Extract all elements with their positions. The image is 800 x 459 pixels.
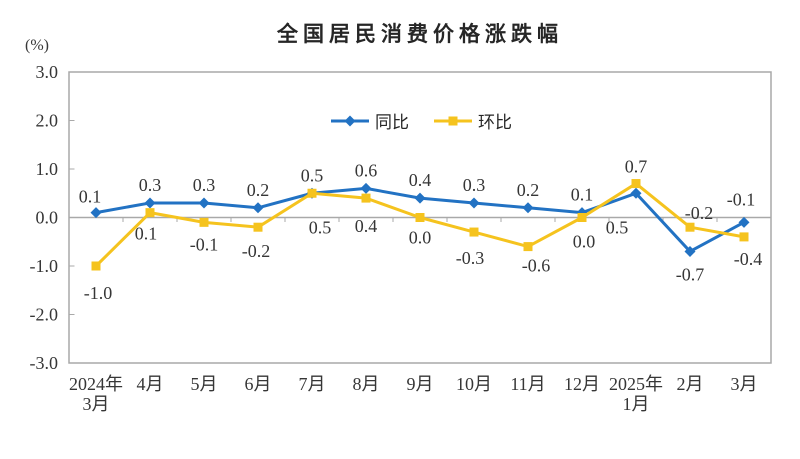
series-0-data-label: 0.1	[571, 185, 594, 205]
legend-item-tongbi: 同比	[330, 108, 409, 133]
y-axis-tick-label: 0.0	[36, 208, 59, 228]
series-1-point-marker	[469, 227, 479, 237]
series-0-data-label: 0.3	[139, 175, 162, 195]
x-axis-category-label: 2024年	[69, 374, 123, 394]
series-1-point-marker	[631, 179, 641, 189]
series-1-data-label: 0.0	[409, 228, 432, 248]
series-1-data-label: -0.3	[456, 248, 485, 268]
series-0-point-marker	[630, 187, 642, 199]
series-0-data-label: 0.3	[463, 175, 486, 195]
x-axis-category-label: 4月	[137, 374, 164, 394]
chart-title: 全国居民消费价格涨跌幅	[277, 23, 563, 46]
series-1-point-marker	[253, 222, 263, 232]
series-1-point-marker	[91, 261, 101, 271]
series-0-point-marker	[414, 192, 426, 204]
series-1-data-label: -0.2	[685, 203, 714, 223]
x-axis-category-label: 7月	[299, 374, 326, 394]
y-axis-tick-label: 2.0	[36, 111, 59, 131]
series-1-data-label: 0.0	[573, 232, 596, 252]
x-axis-category-label: 2月	[677, 374, 704, 394]
series-0-point-marker	[684, 245, 696, 257]
x-axis-category-label: 8月	[353, 374, 380, 394]
series-0-data-label: 0.1	[79, 187, 102, 207]
x-axis-category-label: 11月	[510, 374, 545, 394]
y-axis-unit-label: (%)	[25, 37, 49, 54]
x-axis-category-label: 6月	[245, 374, 272, 394]
legend-label-tongbi: 同比	[375, 113, 409, 132]
x-axis-category-label: 12月	[564, 374, 600, 394]
y-axis-tick-label: -1.0	[30, 256, 59, 276]
y-axis-tick-label: 1.0	[36, 159, 59, 179]
y-axis-tick-label: -2.0	[30, 305, 59, 325]
series-0-data-label: 0.2	[517, 180, 540, 200]
series-0-point-marker	[738, 216, 750, 228]
series-0-data-label: -0.7	[676, 264, 705, 284]
series-1-point-marker	[739, 232, 749, 242]
series-0-point-marker	[144, 197, 156, 209]
series-1-point-marker	[577, 213, 587, 222]
series-1-data-label: -0.1	[190, 234, 219, 254]
x-axis-category-label: 3月	[731, 374, 758, 394]
series-1-point-marker	[145, 208, 155, 218]
x-axis-category-label: 3月	[83, 394, 110, 414]
legend-label-huanbi: 环比	[478, 113, 512, 132]
series-0-data-label: -0.1	[727, 189, 756, 209]
series-0-data-label: 0.5	[301, 165, 324, 185]
series-1-data-label: 0.7	[625, 157, 648, 177]
series-1-data-label: -1.0	[84, 283, 113, 303]
series-1-data-label: -0.2	[242, 241, 271, 261]
series-0-point-marker	[468, 197, 480, 209]
series-0-point-marker	[252, 202, 264, 214]
x-axis-category-label: 9月	[407, 374, 434, 394]
series-1-point-marker	[523, 242, 533, 252]
x-axis-category-label: 1月	[623, 394, 650, 414]
x-axis-category-label: 2025年	[609, 374, 663, 394]
series-0-data-label: 0.5	[606, 217, 629, 237]
legend-marker-huanbi-line-square-icon	[434, 116, 472, 125]
series-0-data-label: 0.6	[355, 160, 378, 180]
series-1-point-marker	[685, 222, 695, 232]
series-0-point-marker	[522, 202, 534, 214]
series-0-point-marker	[198, 197, 210, 209]
series-1-point-marker	[415, 213, 425, 222]
series-1-data-label: -0.4	[734, 249, 763, 269]
series-1-point-marker	[199, 217, 209, 227]
chart-legend: 同比 环比	[330, 108, 512, 133]
series-1-data-label: 0.1	[135, 224, 158, 244]
series-0-data-label: 0.3	[193, 175, 216, 195]
x-axis-category-label: 10月	[456, 374, 492, 394]
series-1-point-marker	[361, 193, 371, 203]
series-1-data-label: 0.4	[355, 216, 378, 236]
y-axis-tick-label: 3.0	[36, 62, 59, 82]
series-0-data-label: 0.4	[409, 170, 432, 190]
legend-marker-tongbi-line-diamond-icon	[331, 115, 369, 126]
series-1-data-label: -0.6	[522, 256, 551, 276]
series-1-point-marker	[307, 188, 317, 198]
y-axis-tick-label: -3.0	[30, 353, 59, 373]
x-axis-category-label: 5月	[191, 374, 218, 394]
series-0-point-marker	[360, 182, 372, 194]
series-1-data-label: 0.5	[309, 217, 332, 237]
series-0-point-marker	[90, 207, 102, 219]
series-0-data-label: 0.2	[247, 180, 270, 200]
legend-item-huanbi: 环比	[433, 108, 512, 133]
